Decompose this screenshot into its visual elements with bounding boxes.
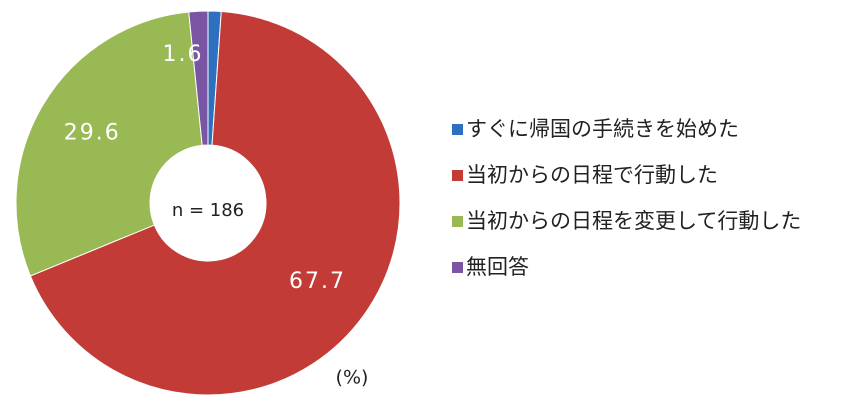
donut-slice	[188, 10, 209, 146]
legend-label: 当初からの日程を変更して行動した	[466, 209, 801, 233]
donut-slice	[15, 11, 203, 277]
legend-label: すぐに帰国の手続きを始めた	[466, 117, 739, 141]
center-label: n = 186	[172, 200, 244, 221]
unit-label: (%)	[336, 367, 369, 389]
legend-swatch	[452, 216, 463, 227]
data-label: 67.7	[289, 269, 346, 294]
legend-label: 当初からの日程で行動した	[466, 163, 718, 187]
donut-slice	[29, 10, 401, 396]
data-label: 29.6	[64, 121, 121, 146]
legend-swatch	[452, 170, 463, 181]
legend-swatch	[452, 262, 463, 273]
legend-label: 無回答	[466, 255, 529, 279]
data-label: 1.6	[163, 42, 204, 67]
legend-swatch	[452, 124, 463, 135]
